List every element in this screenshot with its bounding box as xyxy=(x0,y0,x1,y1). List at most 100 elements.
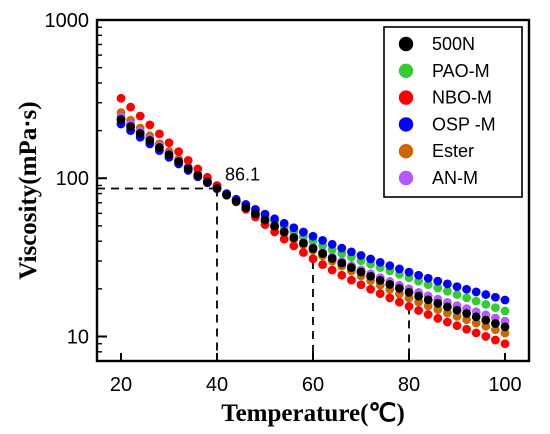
legend-label-ester: Ester xyxy=(432,141,474,161)
legend-label-osp-m: OSP -M xyxy=(432,114,496,134)
series-500n xyxy=(116,115,510,332)
data-point-500n xyxy=(375,275,385,285)
data-point-nbo-m xyxy=(395,297,404,307)
data-point-osp-m xyxy=(395,264,404,274)
data-point-nbo-m xyxy=(193,164,203,174)
data-point-nbo-m xyxy=(155,129,164,139)
data-point-osp-m xyxy=(347,247,356,257)
data-point-osp-m xyxy=(500,295,510,305)
data-point-osp-m xyxy=(385,261,395,271)
data-point-nbo-m xyxy=(289,241,299,251)
data-point-osp-m xyxy=(299,227,308,237)
data-point-osp-m xyxy=(491,292,500,302)
data-point-pao-m xyxy=(491,303,500,313)
data-point-500n xyxy=(164,150,174,159)
x-tick-label-100: 100 xyxy=(488,374,521,396)
data-point-osp-m xyxy=(471,287,481,297)
data-point-pao-m xyxy=(443,286,452,296)
data-point-nbo-m xyxy=(385,293,395,303)
data-point-nbo-m xyxy=(404,301,414,311)
data-point-500n xyxy=(299,238,308,248)
data-point-500n xyxy=(222,190,232,200)
data-point-500n xyxy=(203,177,212,187)
data-point-nbo-m xyxy=(452,321,462,331)
legend: 500N PAO-M NBO-M OSP -M Ester AN-M xyxy=(383,26,523,198)
data-point-nbo-m xyxy=(462,324,471,334)
data-point-nbo-m xyxy=(327,265,337,275)
data-point-ester xyxy=(500,328,510,338)
data-point-osp-m xyxy=(327,239,337,249)
data-point-nbo-m xyxy=(347,275,356,285)
y-tick-label-1000: 1000 xyxy=(45,10,90,32)
data-point-osp-m xyxy=(462,284,471,294)
data-point-osp-m xyxy=(375,257,385,267)
data-point-ester xyxy=(433,305,443,314)
data-point-500n xyxy=(433,299,443,308)
data-point-nbo-m xyxy=(433,313,443,323)
legend-box xyxy=(383,26,523,198)
data-point-nbo-m xyxy=(366,284,375,294)
data-point-nbo-m xyxy=(500,339,510,349)
data-point-ester xyxy=(443,308,452,318)
x-tick-label-20: 20 xyxy=(110,374,132,396)
data-point-nbo-m xyxy=(164,138,174,148)
data-point-nbo-m xyxy=(423,310,433,319)
data-point-nbo-m xyxy=(145,120,155,130)
data-point-500n xyxy=(279,227,289,237)
data-point-500n xyxy=(395,284,404,293)
y-tick-label-10: 10 xyxy=(67,326,89,348)
data-point-nbo-m xyxy=(491,335,500,345)
data-point-500n xyxy=(337,258,347,268)
data-point-500n xyxy=(318,249,327,258)
data-point-500n xyxy=(443,302,452,312)
data-point-pao-m xyxy=(481,299,491,309)
data-point-500n xyxy=(414,291,423,301)
data-point-500n xyxy=(135,129,145,138)
data-point-nbo-m xyxy=(481,332,491,341)
legend-marker-an-m xyxy=(398,170,414,186)
data-point-500n xyxy=(212,184,222,193)
data-point-pao-m xyxy=(471,296,481,306)
data-point-osp-m xyxy=(308,231,318,241)
data-point-pao-m xyxy=(500,306,510,316)
x-tick-label-40: 40 xyxy=(206,374,228,396)
data-point-500n xyxy=(452,305,462,315)
data-point-nbo-m xyxy=(443,317,452,327)
x-tick-label-80: 80 xyxy=(398,374,420,396)
data-point-nbo-m xyxy=(299,248,308,257)
data-point-500n xyxy=(174,157,184,166)
axes-layer: Temperature(℃) Viscosity(mPa·s) 20 40 60 80… xyxy=(15,10,531,427)
data-point-500n xyxy=(481,315,491,325)
legend-marker-500n xyxy=(398,36,414,52)
annotation-layer: 86.1 xyxy=(225,165,260,185)
legend-marker-nbo-m xyxy=(398,90,414,105)
data-point-500n xyxy=(385,280,395,289)
data-point-500n xyxy=(471,312,481,322)
data-point-nbo-m xyxy=(279,234,289,244)
data-point-nbo-m xyxy=(356,280,366,290)
data-point-500n xyxy=(327,254,337,263)
data-point-500n xyxy=(462,309,471,318)
legend-marker-pao-m xyxy=(398,63,414,78)
data-point-nbo-m xyxy=(471,328,481,338)
plot-layer xyxy=(97,93,510,361)
legend-marker-ester xyxy=(398,144,414,159)
data-point-500n xyxy=(423,295,433,305)
data-point-500n xyxy=(241,203,251,213)
x-axis-title: Temperature(℃) xyxy=(221,400,405,427)
data-point-500n xyxy=(251,209,260,219)
legend-label-500n: 500N xyxy=(432,34,475,54)
y-tick-label-100: 100 xyxy=(56,168,89,190)
data-point-nbo-m xyxy=(126,102,135,112)
data-point-500n xyxy=(155,143,164,152)
data-point-osp-m xyxy=(452,282,462,291)
data-point-500n xyxy=(347,263,356,273)
data-point-osp-m xyxy=(337,243,347,253)
data-point-osp-m xyxy=(270,214,279,224)
data-point-500n xyxy=(116,115,126,124)
data-point-nbo-m xyxy=(318,260,327,269)
data-point-osp-m xyxy=(366,254,375,264)
data-point-pao-m xyxy=(433,283,443,293)
